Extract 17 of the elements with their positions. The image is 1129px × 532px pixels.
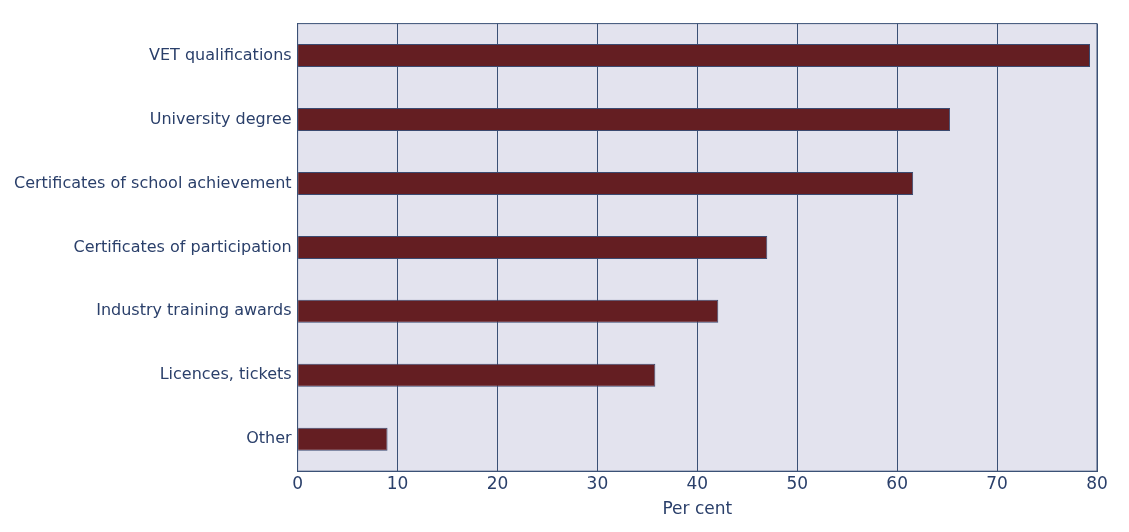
x-tick-label: 30 — [586, 472, 609, 493]
x-tick-label: 70 — [986, 472, 1008, 493]
x-axis-title: Per cent — [662, 498, 733, 519]
y-tick-label: Licences, tickets — [159, 364, 292, 384]
y-tick-label: University degree — [149, 108, 292, 128]
x-tick-label: 0 — [292, 472, 304, 493]
x-tick-label: 80 — [1086, 472, 1108, 493]
x-tick-label: 20 — [486, 472, 509, 493]
y-tick-label: VET qualifications — [149, 44, 292, 64]
y-tick-label: Other — [246, 428, 293, 448]
y-tick-label: Certificates of school achievement — [14, 172, 292, 192]
y-tick-label: Certificates of participation — [73, 236, 292, 256]
x-tick-label: 50 — [786, 472, 809, 493]
x-tick-label: 60 — [886, 472, 908, 493]
x-tick-label: 40 — [686, 472, 709, 493]
x-tick-label: 10 — [386, 472, 409, 493]
y-tick-label: Industry training awards — [96, 300, 292, 320]
